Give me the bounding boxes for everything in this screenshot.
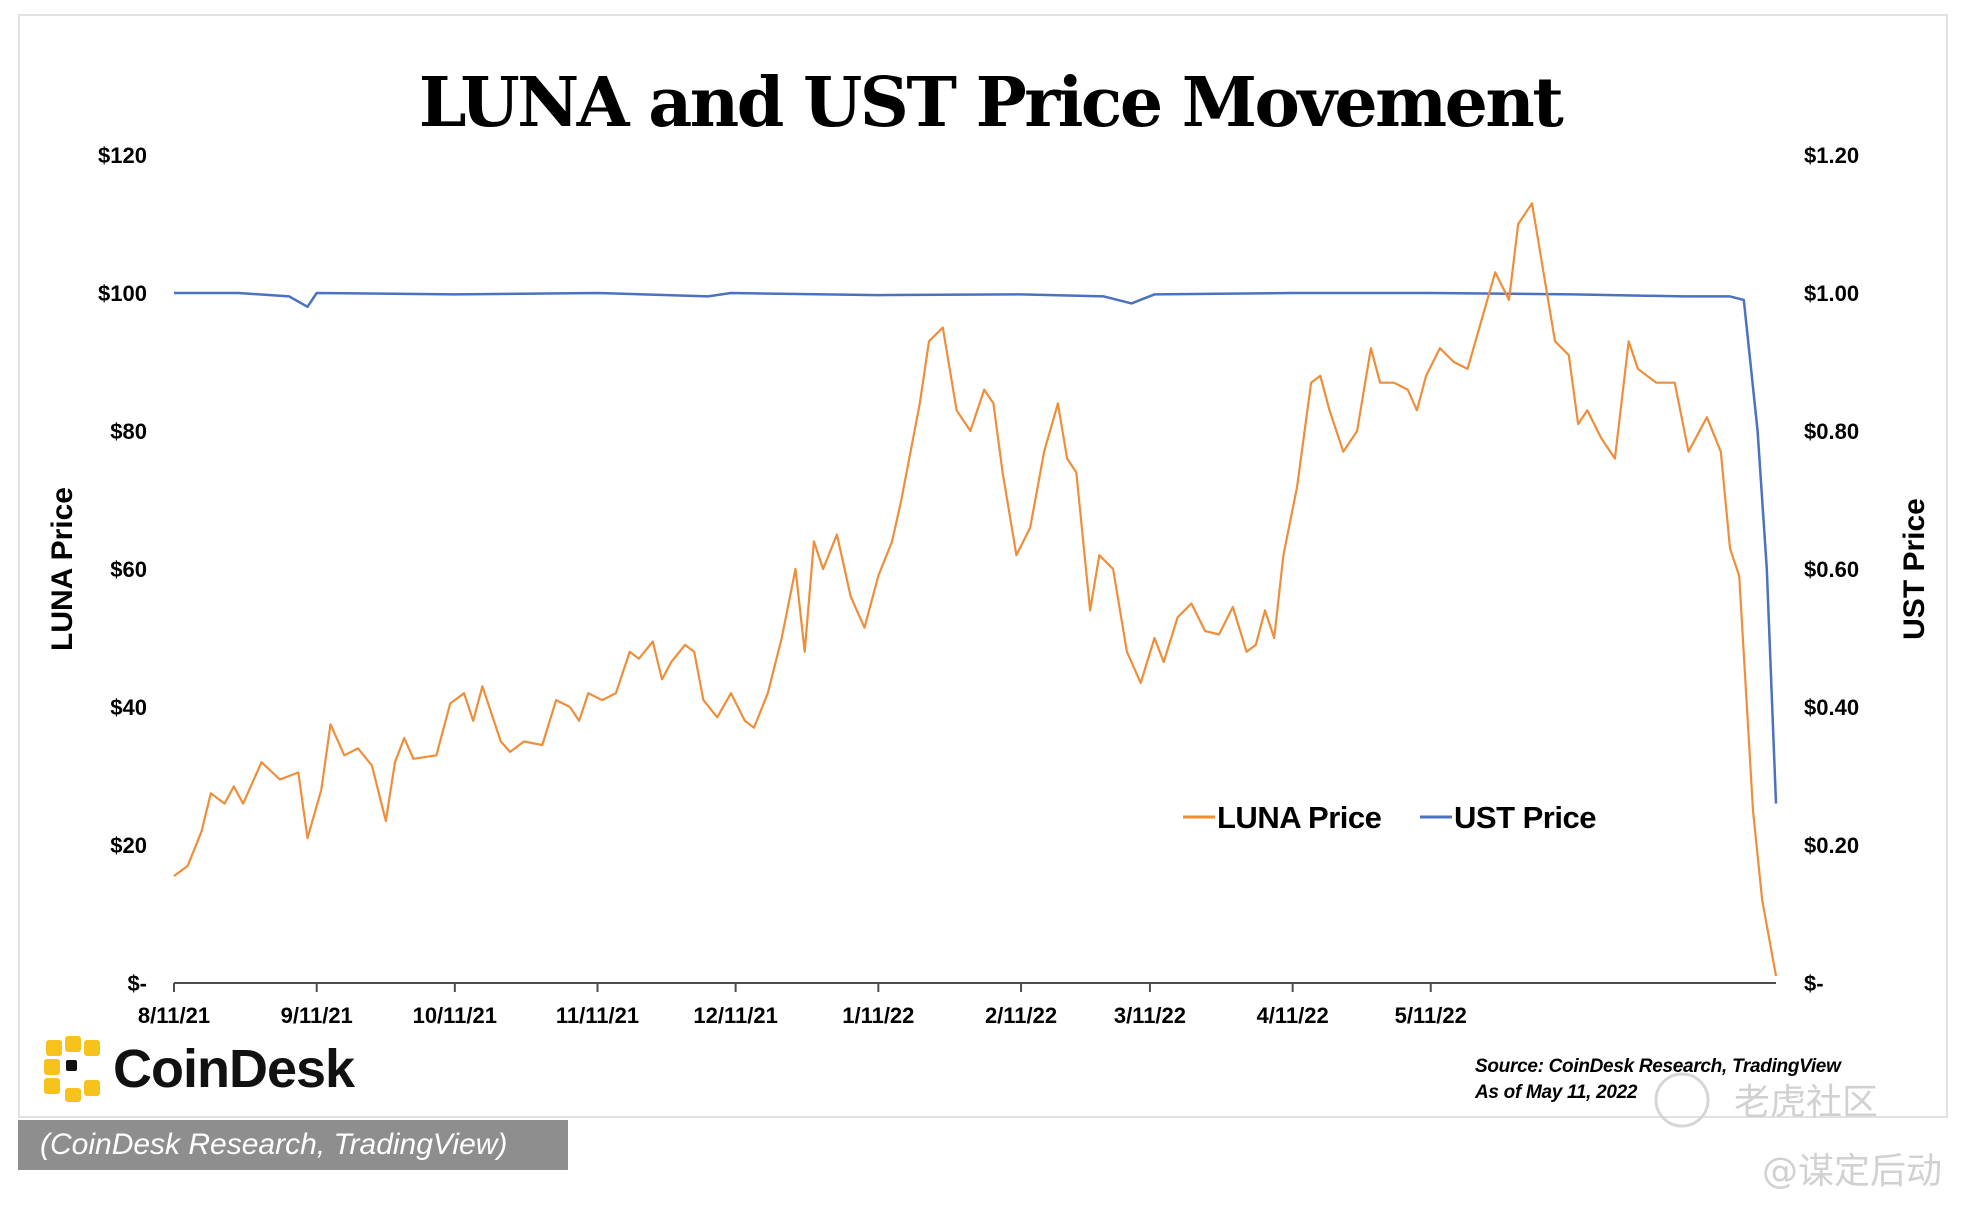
- left-tick-label: $80: [110, 419, 147, 444]
- as-of-line: As of May 11, 2022: [1474, 1082, 1638, 1103]
- legend-luna-label: LUNA Price: [1217, 800, 1382, 835]
- chart-card: [18, 14, 1948, 1118]
- x-tick-label: 3/11/22: [1114, 1003, 1186, 1028]
- coindesk-logo-text: CoinDesk: [113, 1039, 356, 1099]
- coindesk-logo: CoinDesk: [44, 1036, 357, 1102]
- image-caption: (CoinDesk Research, TradingView): [18, 1120, 568, 1170]
- x-tick-label: 5/11/22: [1395, 1003, 1467, 1028]
- x-tick-label: 1/11/22: [842, 1003, 914, 1028]
- x-tick-label: 9/11/21: [281, 1003, 353, 1028]
- legend: LUNA Price UST Price: [1183, 800, 1597, 835]
- source-line: Source: CoinDesk Research, TradingView: [1475, 1056, 1842, 1077]
- left-tick-label: $100: [98, 281, 147, 306]
- left-axis-title: LUNA Price: [46, 487, 79, 651]
- watermark: 老虎社区 @谋定后动: [1654, 1072, 1942, 1192]
- x-tick-label: 4/11/22: [1257, 1003, 1329, 1028]
- watermark-text: 老虎社区: [1734, 1082, 1878, 1123]
- right-tick-label: $1.20: [1804, 143, 1859, 168]
- x-tick-label: 10/11/21: [413, 1003, 497, 1028]
- luna-price-line: [173, 202, 1778, 977]
- right-tick-label: $0.60: [1804, 557, 1859, 582]
- left-tick-label: $60: [110, 557, 147, 582]
- left-tick-label: $-: [127, 971, 147, 996]
- right-tick-label: $0.20: [1804, 833, 1859, 858]
- left-tick-label: $20: [110, 833, 147, 858]
- right-axis-title: UST Price: [1898, 498, 1931, 640]
- x-tick-label: 8/11/21: [138, 1003, 210, 1028]
- watermark-icon: [1654, 1072, 1710, 1128]
- chart-title: LUNA and UST Price Movement: [419, 63, 1565, 143]
- ust-price-line: [174, 291, 1778, 804]
- x-tick-label: 11/11/21: [556, 1003, 639, 1028]
- right-tick-label: $0.80: [1804, 419, 1859, 444]
- left-tick-label: $40: [110, 695, 147, 720]
- left-axis-ticks: $120 $100 $80 $60 $40 $20 $-: [98, 143, 147, 996]
- x-tick-label: 12/11/21: [693, 1003, 777, 1028]
- x-axis-ticks: 8/11/21 9/11/21 10/11/21 11/11/21 12/11/21 1/…: [138, 983, 1467, 1028]
- left-tick-label: $120: [98, 143, 147, 168]
- x-tick-label: 2/11/22: [985, 1003, 1057, 1028]
- right-tick-label: $-: [1804, 971, 1824, 996]
- coindesk-logo-mark: [44, 1036, 100, 1102]
- right-tick-label: $1.00: [1804, 281, 1859, 306]
- watermark-handle: @谋定后动: [1762, 1151, 1942, 1192]
- right-axis-ticks: $1.20 $1.00 $0.80 $0.60 $0.40 $0.20 $-: [1804, 143, 1859, 996]
- legend-ust-label: UST Price: [1454, 800, 1596, 835]
- right-tick-label: $0.40: [1804, 695, 1859, 720]
